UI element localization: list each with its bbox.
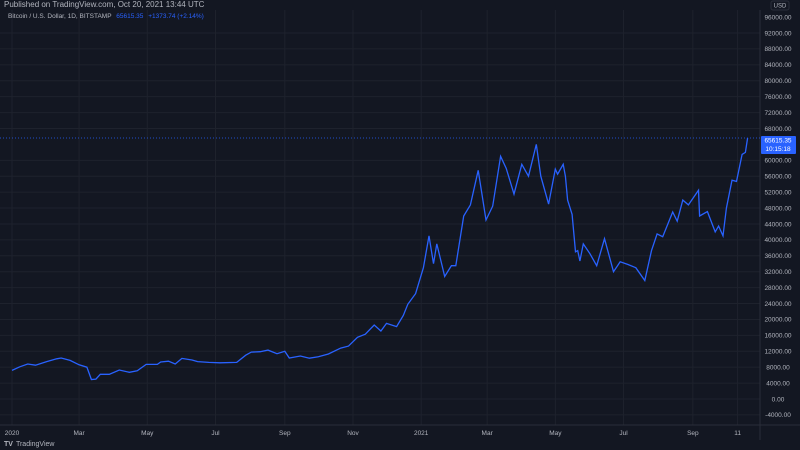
y-tick-label: 32000.00 bbox=[764, 269, 791, 276]
y-tick-label: 28000.00 bbox=[764, 285, 791, 292]
y-tick-label: -4000.00 bbox=[765, 412, 791, 419]
y-tick-label: 8000.00 bbox=[766, 364, 790, 371]
x-tick-label: Nov bbox=[347, 430, 359, 437]
symbol-title: Bitcoin / U.S. Dollar, 1D, BITSTAMP bbox=[8, 13, 112, 20]
y-tick-label: 68000.00 bbox=[764, 126, 791, 133]
grid bbox=[0, 10, 760, 425]
x-tick-label: Mar bbox=[73, 430, 85, 437]
y-tick-label: 72000.00 bbox=[764, 110, 791, 117]
x-tick-label: 2021 bbox=[414, 430, 429, 437]
y-tick-label: 52000.00 bbox=[764, 189, 791, 196]
y-tick-label: 48000.00 bbox=[764, 205, 791, 212]
x-tick-label: Mar bbox=[482, 430, 494, 437]
x-tick-label: May bbox=[549, 430, 562, 437]
currency-text: USD bbox=[774, 4, 787, 10]
y-tick-label: 80000.00 bbox=[764, 78, 791, 85]
x-tick-label: 11 bbox=[734, 430, 741, 437]
currency-label[interactable]: USD bbox=[770, 0, 790, 11]
x-tick-label: Sep bbox=[279, 430, 291, 437]
x-tick-label: Jul bbox=[619, 430, 628, 437]
x-tick-label: Jul bbox=[211, 430, 220, 437]
y-tick-label-top: 96000.00 bbox=[764, 14, 791, 21]
y-tick-label: 40000.00 bbox=[764, 237, 791, 244]
y-tick-label: 12000.00 bbox=[764, 349, 791, 356]
y-tick-label: 36000.00 bbox=[764, 253, 791, 260]
price-axis[interactable]: -4000.00 0.00 4000.00 8000.00 12000.00 16000.… bbox=[764, 14, 791, 419]
y-tick-label: 84000.00 bbox=[764, 62, 791, 69]
last-price-value: 65615.35 bbox=[764, 137, 791, 144]
last-price-label: 65615.35 10:15:18 bbox=[761, 135, 796, 154]
plot-area[interactable] bbox=[0, 10, 760, 425]
published-note: Published on TradingView.com, Oct 20, 20… bbox=[4, 0, 205, 9]
y-tick-label: 88000.00 bbox=[764, 46, 791, 53]
y-tick-label: 76000.00 bbox=[764, 94, 791, 101]
price-line bbox=[11, 137, 749, 381]
x-tick-label: May bbox=[141, 430, 154, 437]
symbol-legend: Bitcoin / U.S. Dollar, 1D, BITSTAMP 6561… bbox=[8, 13, 204, 21]
y-tick-label: 24000.00 bbox=[764, 301, 791, 308]
tradingview-logo-icon: TV bbox=[4, 441, 13, 448]
y-tick-label: 16000.00 bbox=[764, 333, 791, 340]
y-tick-label: 4000.00 bbox=[766, 380, 790, 387]
time-axis[interactable]: 2020 Mar May Jul Sep Nov 2021 Mar May Jul Sep 11 bbox=[5, 430, 742, 437]
y-tick-label: 56000.00 bbox=[764, 174, 791, 181]
brand-name: TradingView bbox=[15, 441, 55, 448]
y-tick-label: 20000.00 bbox=[764, 317, 791, 324]
y-tick-label: 60000.00 bbox=[764, 158, 791, 165]
last-price: 65615.35 bbox=[116, 13, 144, 20]
y-tick-label: 44000.00 bbox=[764, 221, 791, 228]
y-tick-label: 0.00 bbox=[772, 396, 785, 403]
x-tick-label: Sep bbox=[687, 430, 699, 437]
y-tick-label: 92000.00 bbox=[764, 30, 791, 37]
price-chart[interactable]: -4000.00 0.00 4000.00 8000.00 12000.00 16000.… bbox=[0, 0, 800, 440]
bar-countdown: 10:15:18 bbox=[765, 146, 791, 153]
footer: TV TradingView bbox=[4, 441, 54, 449]
x-tick-label: 2020 bbox=[5, 430, 20, 437]
price-change: +1373.74 (+2.14%) bbox=[148, 13, 204, 20]
